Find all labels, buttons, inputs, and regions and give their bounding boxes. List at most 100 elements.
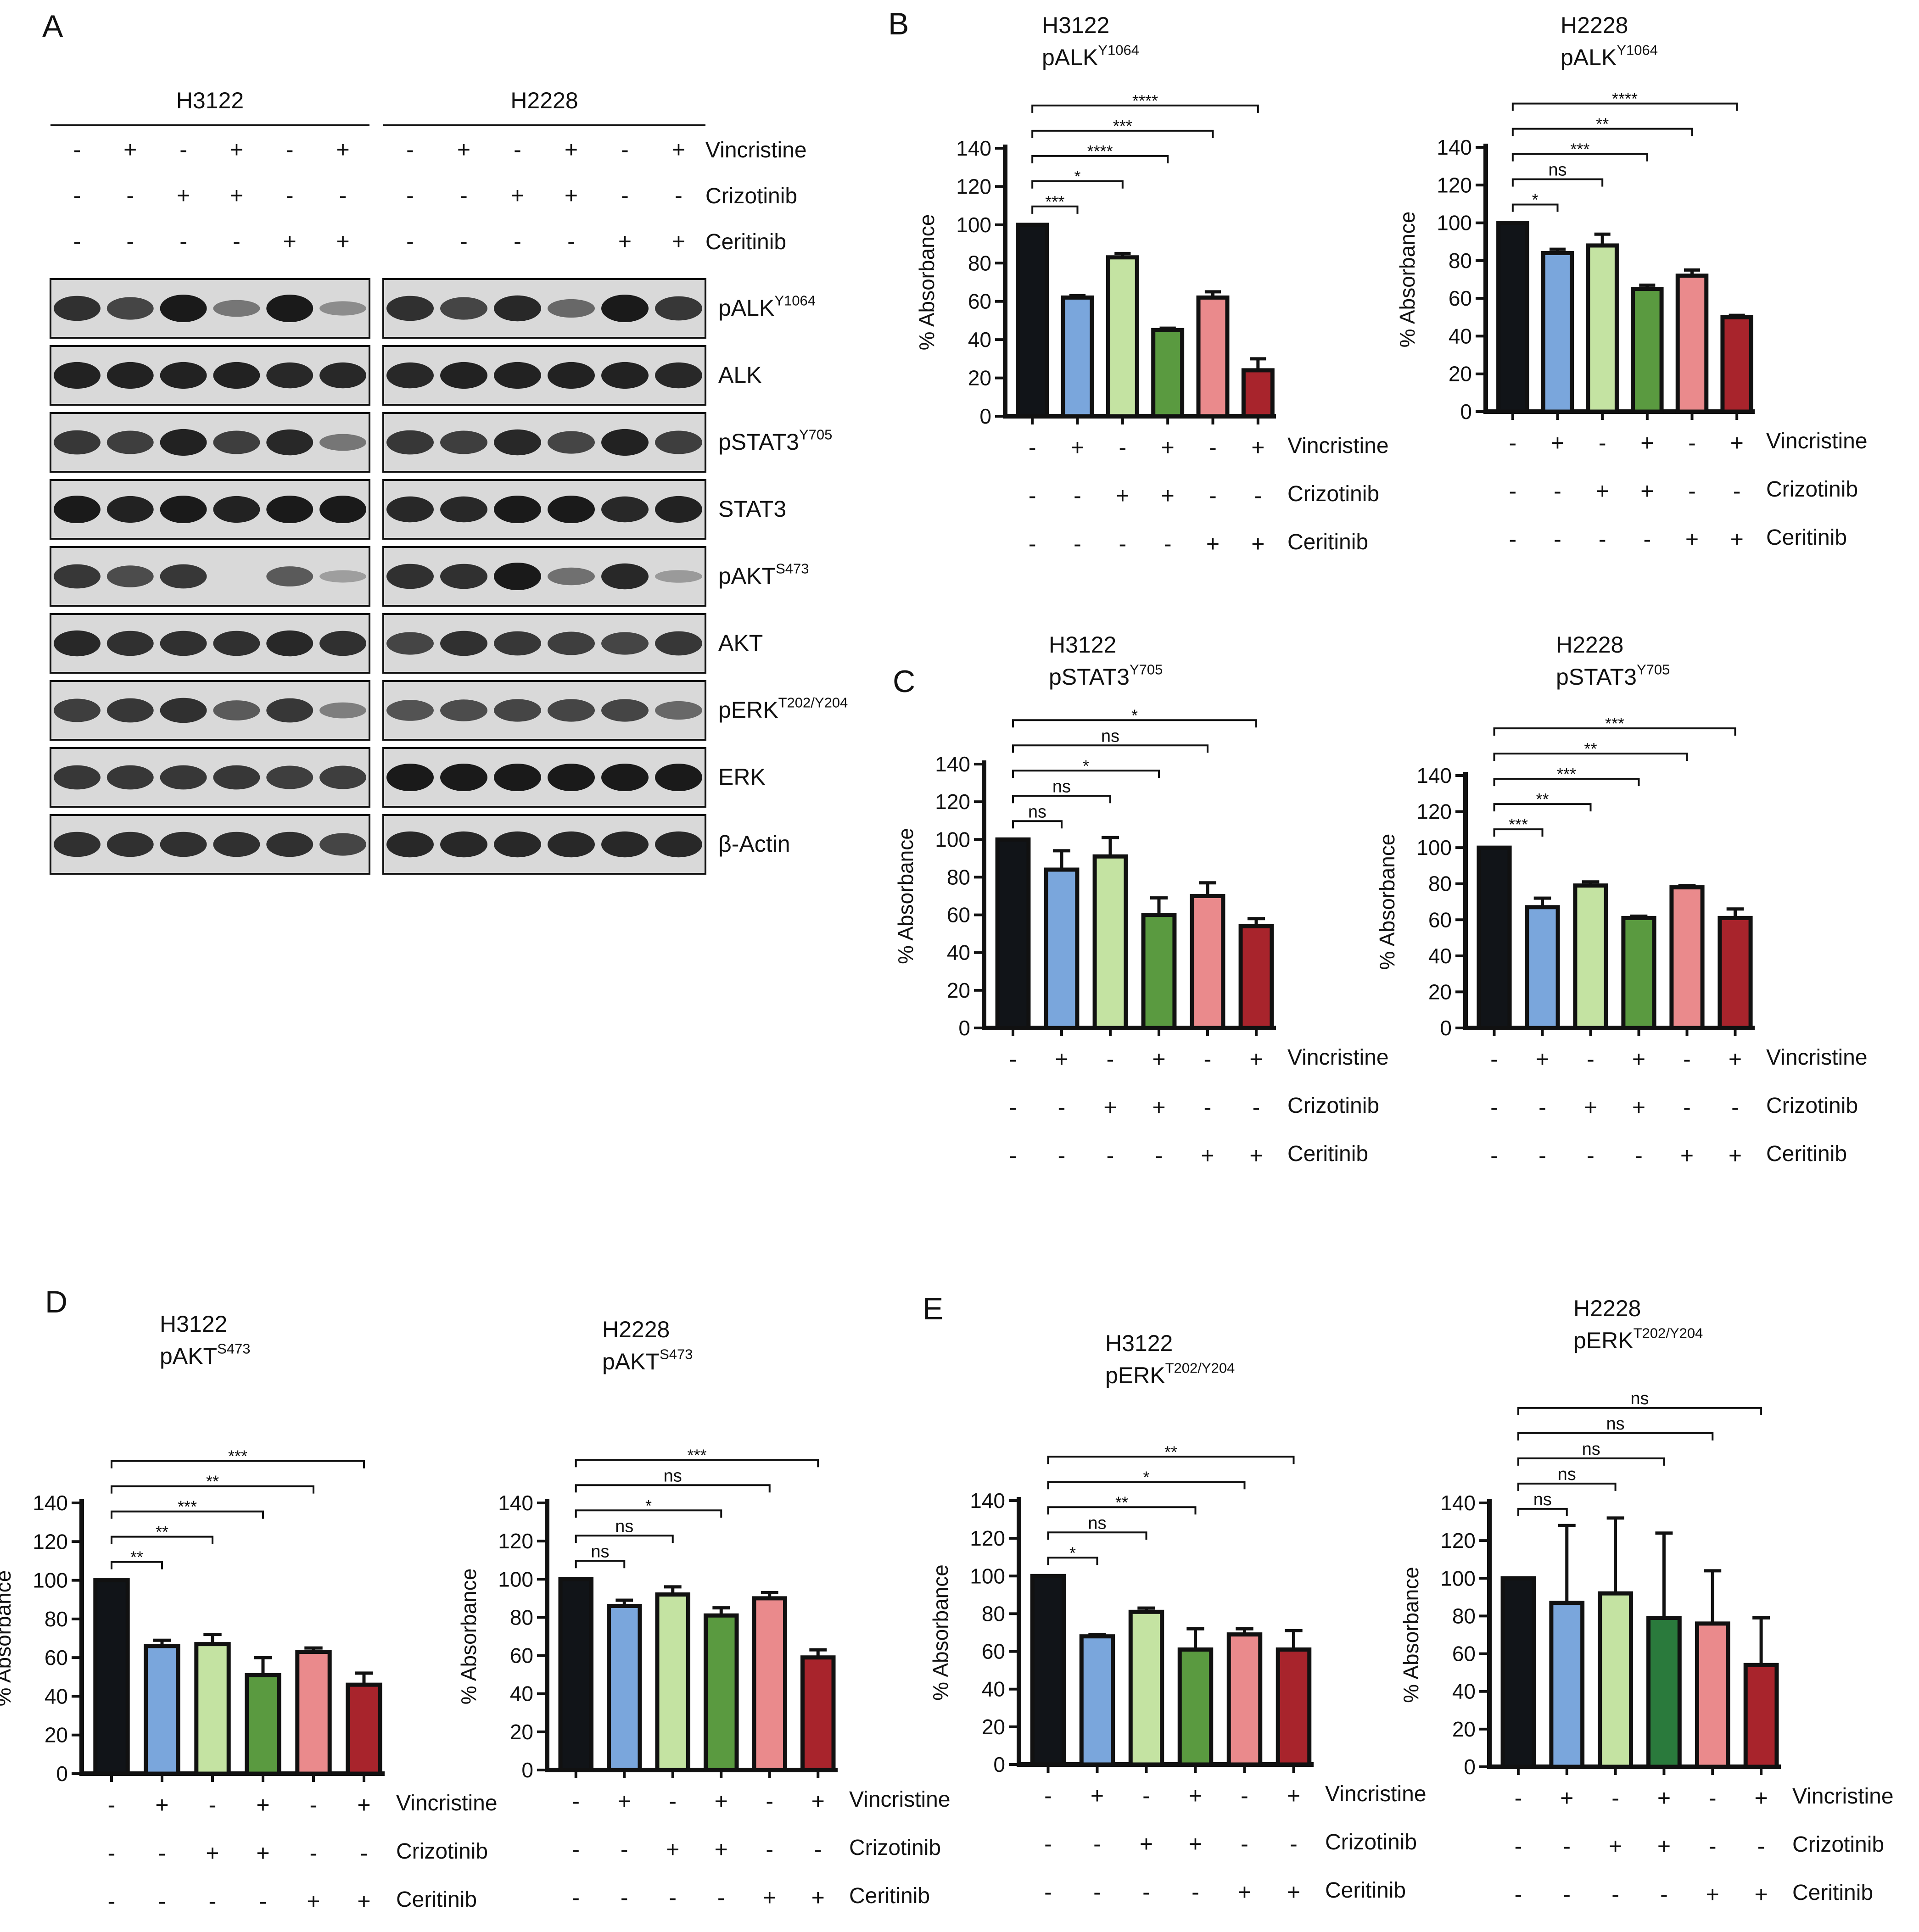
blot-band — [494, 699, 541, 722]
chart-subtitle: pAKTS473 — [160, 1341, 250, 1369]
blot-band — [655, 570, 702, 583]
blot-frame — [50, 345, 370, 406]
blot-band — [440, 430, 487, 454]
treatment-sign: + — [1103, 1094, 1117, 1120]
panel-letter-c: C — [893, 664, 915, 699]
bar — [1241, 368, 1275, 419]
treatment-sign: + — [1729, 1046, 1742, 1072]
significance-label: ** — [1536, 790, 1549, 809]
treatment-sign: - — [460, 229, 468, 254]
treatment-sign: - — [1515, 1785, 1522, 1811]
blot-band — [160, 362, 207, 389]
treatment-sign: + — [618, 1788, 631, 1814]
blot-band — [319, 362, 367, 389]
treatment-sign: + — [1071, 435, 1084, 460]
blot-band — [213, 832, 260, 857]
treatment-sign: - — [1253, 1094, 1260, 1120]
blot-band — [53, 496, 101, 523]
treatment-sign: - — [1688, 430, 1696, 456]
treatment-label: Vincristine — [1766, 429, 1868, 453]
significance-label: *** — [1557, 765, 1576, 783]
treatment-sign: - — [1241, 1831, 1248, 1857]
treatment-sign: - — [1635, 1143, 1643, 1168]
treatment-label: Vincristine — [396, 1791, 498, 1815]
treatment-sign: - — [1074, 483, 1081, 508]
treatment-sign: - — [766, 1837, 773, 1862]
treatment-sign: + — [1609, 1833, 1622, 1859]
panel-letter-a: A — [42, 9, 63, 44]
significance-bracket — [1012, 744, 1208, 753]
blot-band — [386, 831, 434, 858]
treatment-sign: - — [1509, 478, 1517, 504]
treatment-sign: - — [1119, 531, 1127, 557]
significance-bracket — [575, 1459, 819, 1468]
blot-band — [655, 296, 702, 321]
blot-band — [266, 566, 313, 586]
treatment-sign: + — [1238, 1879, 1251, 1905]
blot-band — [266, 698, 313, 723]
blot-band — [160, 429, 207, 456]
bar — [93, 1578, 130, 1776]
blot-band — [440, 297, 487, 320]
blot-band — [53, 296, 101, 321]
treatment-label: Ceritinib — [849, 1884, 930, 1908]
y-tick-label: 140 — [33, 1491, 68, 1515]
significance-label: ns — [1088, 1513, 1106, 1533]
treatment-sign: - — [1029, 483, 1036, 508]
treatment-sign: - — [1204, 1094, 1212, 1120]
treatment-sign: + — [1091, 1783, 1104, 1809]
blot-band — [160, 698, 207, 723]
chart-subtitle: pALKY1064 — [1042, 42, 1139, 71]
treatment-sign: - — [1515, 1833, 1522, 1859]
y-tick-label: 40 — [1428, 944, 1452, 968]
significance-bracket — [1511, 102, 1738, 111]
treatment-sign: - — [1155, 1143, 1163, 1168]
y-axis-label: % Absorbance — [1399, 1567, 1423, 1703]
blot-band — [106, 698, 154, 723]
treatment-sign: + — [307, 1888, 320, 1914]
chart-title: H2228 — [1556, 632, 1623, 658]
significance-bracket — [1493, 778, 1640, 787]
y-tick-label: 80 — [1428, 872, 1452, 896]
treatment-sign: - — [1490, 1046, 1498, 1072]
blot-band — [266, 362, 313, 389]
bar — [995, 837, 1031, 1030]
blot-frame — [50, 814, 370, 875]
chart-subtitle: pALKY1064 — [1561, 42, 1658, 71]
significance-bracket — [1511, 203, 1559, 212]
blot-band — [494, 764, 541, 791]
treatment-label: Ceritinib — [1792, 1881, 1873, 1905]
treatment-sign: - — [406, 229, 414, 254]
treatment-label: Ceritinib — [1325, 1878, 1406, 1903]
blot-band — [266, 765, 313, 789]
blot-band — [319, 301, 367, 316]
treatment-sign: - — [179, 137, 187, 162]
treatment-sign: + — [1680, 1143, 1694, 1168]
significance-bracket — [111, 1460, 365, 1469]
treatment-label: Vincristine — [1287, 1045, 1389, 1070]
blot-band — [386, 296, 434, 321]
blot-band — [160, 564, 207, 589]
treatment-sign: - — [1107, 1143, 1114, 1168]
significance-label: * — [1143, 1468, 1149, 1486]
treatment-sign: + — [1161, 483, 1175, 508]
blot-band — [319, 833, 367, 856]
treatment-sign: + — [357, 1792, 370, 1818]
y-tick-label: 140 — [1416, 764, 1452, 787]
significance-label: * — [1074, 167, 1080, 186]
y-axis-label: % Absorbance — [894, 828, 918, 964]
cell-line-label-h3122: H3122 — [176, 88, 244, 113]
significance-label: ns — [1028, 802, 1046, 821]
treatment-sign: - — [621, 183, 629, 208]
treatment-label: Crizotinib — [1325, 1830, 1417, 1854]
blot-band — [548, 567, 595, 586]
treatment-sign: - — [1119, 435, 1127, 460]
chart-title: H2228 — [1561, 12, 1628, 38]
chart-title: H3122 — [1042, 12, 1109, 38]
treatment-sign: + — [672, 229, 685, 254]
significance-label: **** — [1087, 142, 1113, 161]
treatment-sign: - — [514, 137, 521, 162]
treatment-sign: + — [177, 183, 190, 208]
blot-band — [494, 631, 541, 656]
blot-band — [548, 299, 595, 318]
